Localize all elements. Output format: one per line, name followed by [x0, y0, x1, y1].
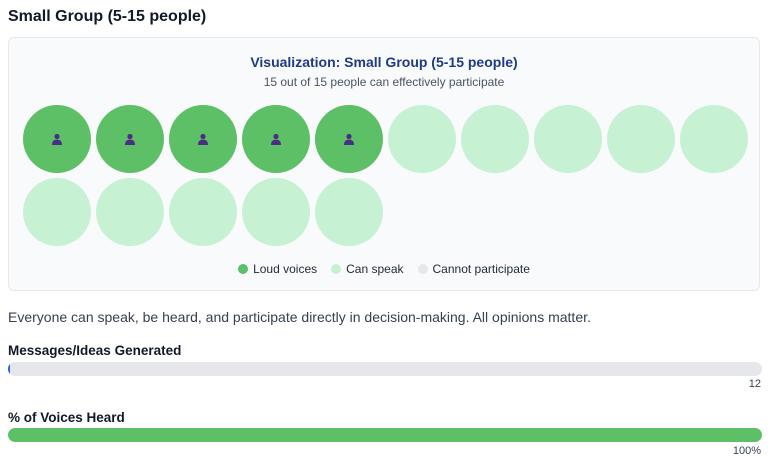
progress-fill-voices	[8, 428, 762, 442]
person-loud	[242, 105, 310, 173]
person-icon	[52, 133, 62, 145]
person-speak	[169, 178, 237, 246]
person-loud	[96, 105, 164, 173]
legend: Loud voices Can speak Cannot participate	[9, 262, 759, 276]
person-icon	[125, 133, 135, 145]
progress-bar-messages	[8, 362, 762, 376]
metric-value-messages: 12	[748, 378, 761, 390]
person-icon	[271, 133, 281, 145]
progress-bar-voices	[8, 428, 762, 442]
person-loud	[315, 105, 383, 173]
legend-swatch-speak	[331, 264, 342, 274]
person-icon	[344, 133, 354, 145]
progress-fill-messages	[8, 362, 11, 376]
metric-label-voices: % of Voices Heard	[8, 410, 125, 425]
legend-label: Loud voices	[253, 262, 318, 276]
person-speak	[23, 178, 91, 246]
description-text: Everyone can speak, be heard, and partic…	[8, 309, 591, 325]
person-speak	[461, 105, 529, 173]
person-speak	[242, 178, 310, 246]
person-speak	[388, 105, 456, 173]
metric-value-voices: 100%	[732, 445, 761, 457]
person-loud	[23, 105, 91, 173]
metric-label-messages: Messages/Ideas Generated	[8, 343, 182, 358]
person-speak	[607, 105, 675, 173]
person-speak	[96, 178, 164, 246]
person-speak	[534, 105, 602, 173]
legend-label: Can speak	[346, 262, 404, 276]
person-speak	[315, 178, 383, 246]
visualization-title: Visualization: Small Group (5-15 people)	[250, 54, 518, 70]
section-heading: Small Group (5-15 people)	[8, 8, 207, 25]
legend-label: Cannot participate	[432, 262, 530, 276]
visualization-subtitle: 15 out of 15 people can effectively part…	[263, 75, 505, 89]
legend-item-speak: Can speak	[331, 262, 404, 276]
legend-item-loud: Loud voices	[238, 262, 317, 276]
legend-swatch-loud	[238, 264, 249, 274]
visualization-panel: Visualization: Small Group (5-15 people)…	[8, 37, 760, 291]
legend-item-cannot: Cannot participate	[417, 262, 530, 276]
legend-swatch-cannot	[417, 264, 428, 274]
person-loud	[169, 105, 237, 173]
person-speak	[680, 105, 748, 173]
person-icon	[198, 133, 208, 145]
